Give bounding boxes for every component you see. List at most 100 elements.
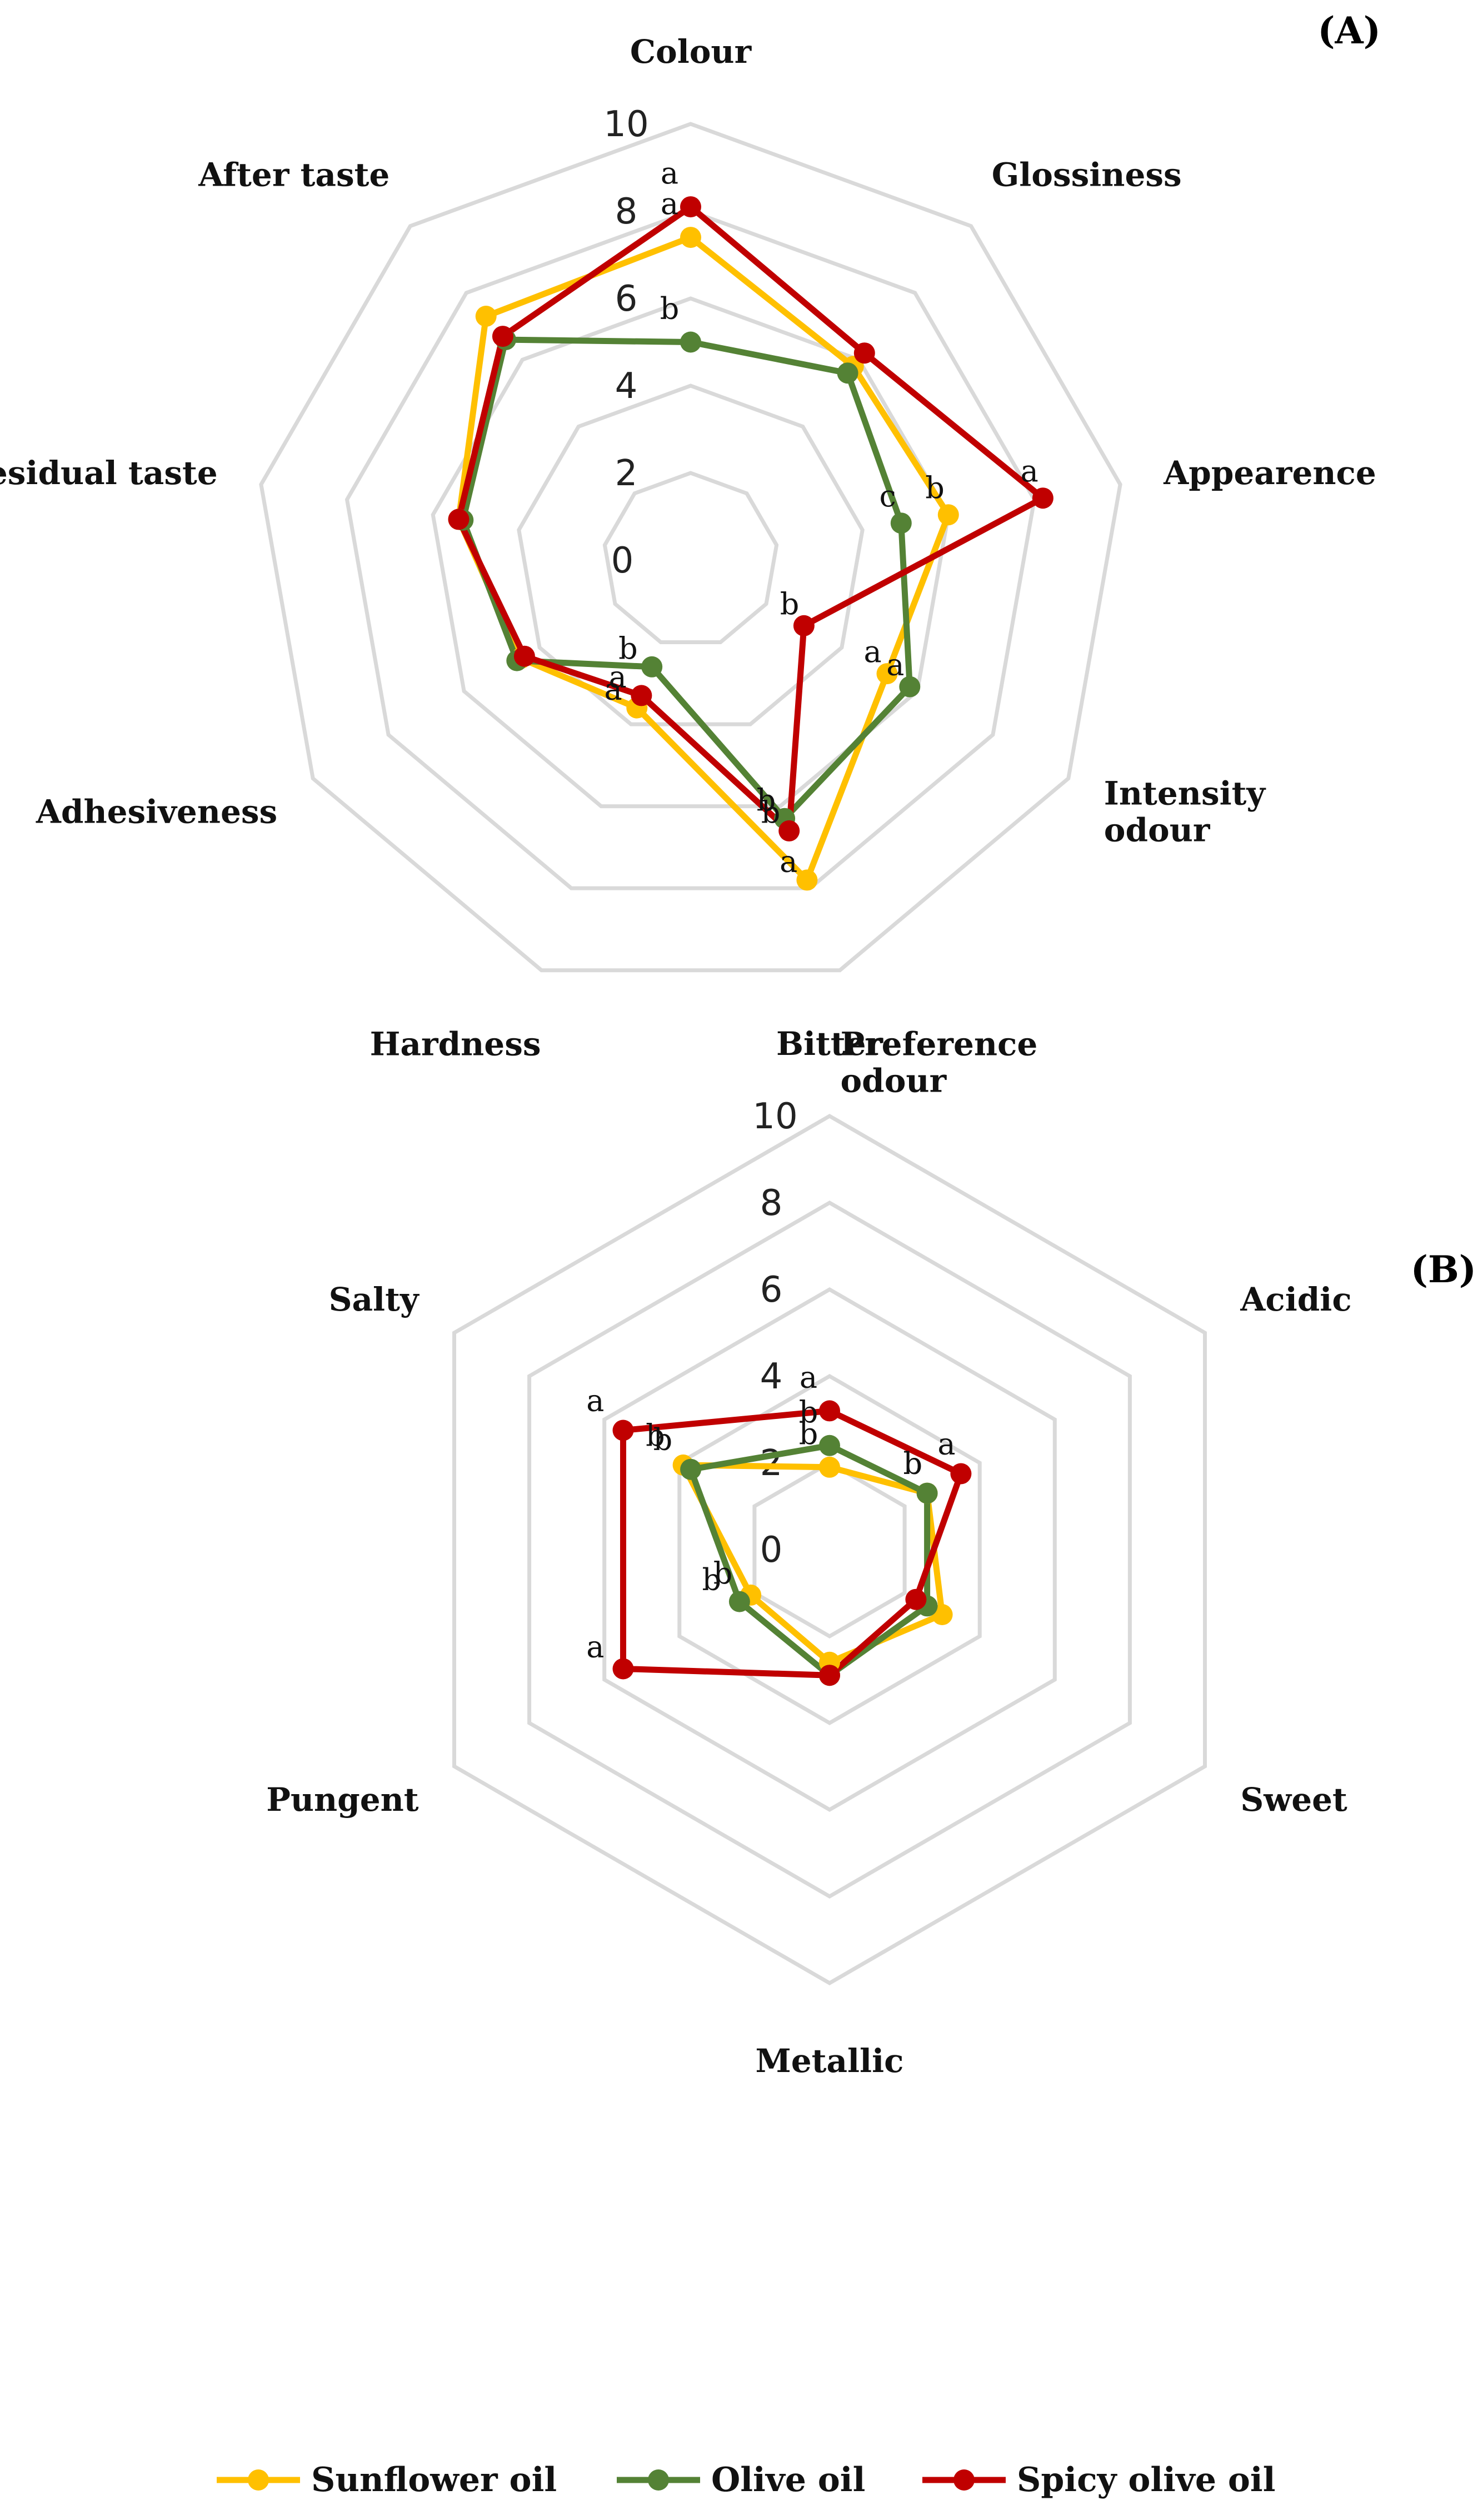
axis-label-appearence: Appearence — [1163, 454, 1376, 492]
radar-grid — [259, 122, 1122, 973]
data-point-sunflower-oil-colour — [680, 227, 701, 248]
axis-label-glossiness: Glossiness — [992, 156, 1182, 194]
data-point-spicy-olive-oil-hardness — [631, 685, 652, 706]
significance-letter: b — [618, 631, 638, 666]
significance-letter: b — [646, 1418, 665, 1453]
data-point-spicy-olive-oil-adhesiveness — [513, 645, 535, 667]
significance-letter: a — [1021, 454, 1038, 489]
axis-label-preference-odour: Preference odour — [841, 1025, 1038, 1099]
axis-label-line: Appearence — [1163, 454, 1376, 492]
radar-grid — [452, 1113, 1207, 1986]
data-point-olive-oil-colour — [680, 331, 701, 353]
radar-chart-a: 0 2 4 6 8 10 Colour Glossiness Appearence Intensi… — [0, 9, 1381, 1099]
legend: Sunflower oil Olive oil Spicy olive oil — [217, 2461, 1276, 2499]
series-group — [612, 1400, 972, 1686]
axis-label-line: Sweet — [1240, 1781, 1347, 1819]
series-line-sunflower-oil — [456, 234, 952, 883]
data-point-spicy-olive-oil-intensity-odour — [793, 615, 815, 636]
significance-letter: b — [653, 1422, 673, 1457]
grid-ring-2 — [602, 471, 779, 644]
tick-label-6: 6 — [615, 278, 638, 320]
tick-label-10: 10 — [752, 1096, 797, 1137]
axis-label-line: Salty — [329, 1281, 420, 1318]
axis-label-line: odour — [1104, 811, 1211, 849]
axis-label-line: odour — [841, 1062, 947, 1099]
legend-label: Spicy olive oil — [1017, 2461, 1276, 2499]
axis-label-line: Bitter — [776, 1025, 884, 1063]
legend-item-spicy-olive-oil: Spicy olive oil — [922, 2461, 1276, 2499]
data-point-olive-oil-hardness — [641, 656, 663, 678]
significance-letter: b — [761, 795, 781, 830]
axis-label-line: Pungent — [266, 1781, 419, 1819]
legend-label: Sunflower oil — [311, 2461, 557, 2499]
axis-label-acidic: Acidic — [1240, 1281, 1351, 1318]
axis-label-colour: Colour — [630, 33, 752, 71]
legend-swatch-marker — [248, 2469, 269, 2491]
axis-label-pungent: Pungent — [266, 1781, 419, 1819]
axis-label-line: After taste — [198, 156, 390, 194]
data-point-spicy-olive-oil-acidic — [950, 1463, 972, 1485]
significance-letter: b — [925, 470, 945, 505]
grid-ring-10 — [259, 122, 1122, 973]
axis-label-bitter: Bitter — [776, 1025, 884, 1063]
data-point-spicy-olive-oil-pungent — [612, 1658, 634, 1680]
axis-label-metallic: Metallic — [756, 2042, 904, 2080]
data-point-spicy-olive-oil-after-taste — [492, 326, 513, 347]
axis-label-line: Intensity — [1104, 775, 1267, 813]
grid-ring-2 — [752, 1460, 907, 1639]
tick-label-2: 2 — [615, 453, 638, 494]
data-point-sunflower-oil-preference-odour — [796, 869, 818, 891]
legend-label: Olive oil — [711, 2461, 865, 2499]
radial-tick-labels: 0 2 4 6 8 10 — [603, 104, 648, 581]
data-point-sunflower-oil-bitter — [819, 1456, 840, 1478]
tick-label-10: 10 — [603, 104, 648, 145]
series-line-spicy-olive-oil — [456, 203, 1046, 834]
grid-ring-8 — [527, 1200, 1132, 1899]
data-point-spicy-olive-oil-residual-taste — [448, 509, 470, 530]
significance-letter: a — [863, 634, 881, 669]
data-point-olive-oil-glossiness — [837, 362, 858, 384]
axis-label-line: Preference — [841, 1025, 1038, 1063]
grid-ring-6 — [602, 1287, 1057, 1812]
data-point-olive-oil-bitter — [819, 1435, 840, 1456]
series-group — [448, 196, 1053, 891]
tick-label-0: 0 — [760, 1530, 783, 1571]
significance-letter: a — [661, 186, 678, 221]
axis-label-line: Colour — [630, 33, 752, 71]
tick-label-8: 8 — [615, 191, 638, 232]
data-point-spicy-olive-oil-appearence — [1032, 487, 1053, 509]
data-point-olive-oil-intensity-odour — [899, 676, 921, 698]
tick-label-0: 0 — [611, 540, 634, 581]
axis-label-adhesiveness: Adhesiveness — [36, 793, 277, 831]
panel-label: (B) — [1411, 1248, 1476, 1291]
significance-letter: a — [586, 1383, 604, 1418]
significance-letter: b — [903, 1446, 923, 1481]
axis-label-intensity-odour: Intensity odour — [1104, 775, 1267, 849]
data-point-sunflower-oil-appearence — [937, 504, 959, 526]
tick-label-4: 4 — [615, 366, 638, 407]
significance-letter: a — [604, 672, 622, 707]
significance-letter: a — [800, 1359, 817, 1395]
data-point-olive-oil-appearence — [890, 512, 912, 534]
axis-label-residual-taste: Residual taste — [0, 454, 218, 492]
data-point-spicy-olive-oil-bitter — [819, 1400, 840, 1422]
legend-item-sunflower-oil: Sunflower oil — [217, 2461, 557, 2499]
significance-letter: a — [780, 844, 797, 879]
data-point-sunflower-oil-after-taste — [475, 306, 497, 327]
significance-letter: b — [780, 586, 800, 621]
significance-letter: b — [799, 1395, 818, 1430]
significance-letter: a — [937, 1427, 955, 1462]
data-point-olive-oil-acidic — [916, 1482, 938, 1504]
data-point-spicy-olive-oil-glossiness — [853, 342, 875, 364]
axis-label-line: Residual taste — [0, 454, 218, 492]
data-point-spicy-olive-oil-sweet — [905, 1588, 927, 1610]
significance-letter: a — [586, 1630, 604, 1665]
significance-letter: a — [661, 156, 678, 191]
axis-label-hardness: Hardness — [370, 1025, 541, 1063]
legend-swatch-marker — [648, 2469, 669, 2491]
